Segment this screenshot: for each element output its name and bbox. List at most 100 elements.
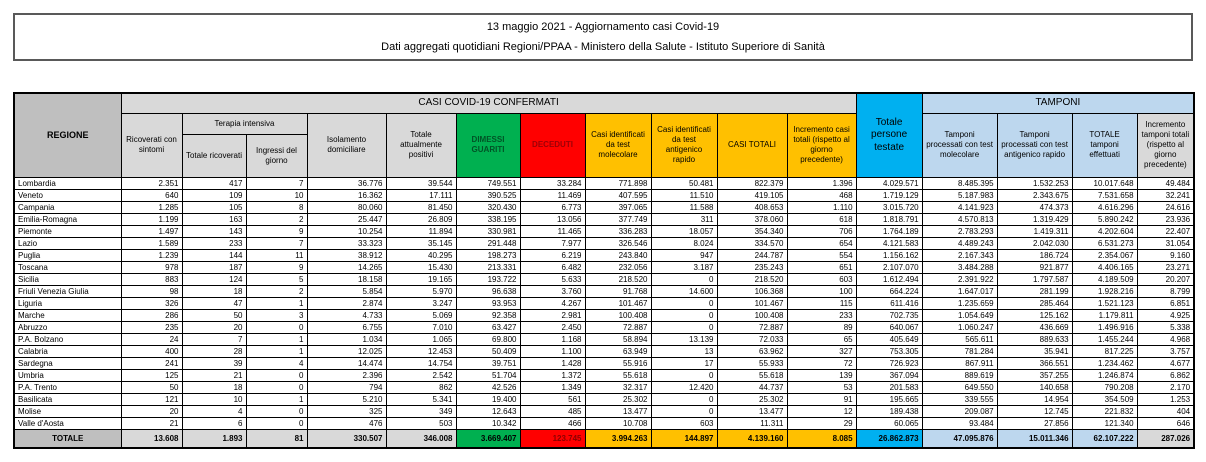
value-cell: 311 (650, 212, 718, 226)
value-cell: 35.145 (385, 236, 457, 250)
value-cell: 50.481 (650, 176, 718, 190)
value-cell: 38.912 (306, 248, 387, 262)
value-cell: 554 (786, 248, 857, 262)
value-cell: 218.520 (584, 272, 652, 286)
value-cell: 115 (786, 296, 857, 310)
value-cell: 17 (650, 356, 718, 370)
value-cell: 611.416 (855, 296, 923, 310)
value-cell: 649.550 (921, 380, 998, 394)
value-cell: 187 (181, 260, 247, 274)
value-cell: 5.187.983 (921, 188, 998, 202)
value-cell: 4.925 (1136, 308, 1195, 322)
value-cell: 1.253 (1136, 392, 1195, 406)
value-cell: 0 (245, 416, 308, 430)
value-cell: 749.551 (455, 176, 521, 190)
title-line-2: Dati aggregati quotidiani Regioni/PPAA -… (381, 40, 825, 53)
band-tamponi: TAMPONI (921, 92, 1195, 114)
value-cell: 565.611 (921, 332, 998, 346)
value-cell: 2.167.343 (921, 248, 998, 262)
value-cell: 336.283 (584, 224, 652, 238)
value-cell: 14.954 (996, 392, 1073, 406)
value-cell: 357.255 (996, 368, 1073, 382)
col-header-ingressi-giorno: Ingressi del giorno (245, 133, 308, 178)
value-cell: 1.065 (385, 332, 457, 346)
value-cell: 9 (245, 224, 308, 238)
col-header-casi-molecolare: Casi identificati da test molecolare (584, 112, 652, 178)
value-cell: 163 (181, 212, 247, 226)
value-cell: 1.455.244 (1071, 332, 1138, 346)
value-cell: 6.482 (519, 260, 586, 274)
value-cell: 20 (181, 320, 247, 334)
value-cell: 100.408 (584, 308, 652, 322)
value-cell: 2.542 (385, 368, 457, 382)
value-cell: 21 (181, 368, 247, 382)
value-cell: 10 (245, 188, 308, 202)
title-line-1: 13 maggio 2021 - Aggiornamento casi Covi… (486, 20, 720, 33)
value-cell: 883 (120, 272, 183, 286)
value-cell: 405.649 (855, 332, 923, 346)
table-row: Marche 286 50 3 4.733 5.069 92.358 2.981 100.408… (13, 308, 1195, 322)
value-cell: 281.199 (996, 284, 1073, 298)
value-cell: 618 (786, 212, 857, 226)
value-cell: 40.295 (385, 248, 457, 262)
value-cell: 1.199 (120, 212, 183, 226)
value-cell: 72.033 (716, 332, 788, 346)
value-cell: 55.916 (584, 356, 652, 370)
value-cell: 198.273 (455, 248, 521, 262)
value-cell: 27.856 (996, 416, 1073, 430)
value-cell: 195.665 (855, 392, 923, 406)
value-cell: 921.877 (996, 260, 1073, 274)
value-cell: 7.977 (519, 236, 586, 250)
table-row: Friuli Venezia Giulia 98 18 2 5.854 5.970 96.6… (13, 284, 1195, 298)
value-cell: 3 (245, 308, 308, 322)
value-cell: 18.158 (306, 272, 387, 286)
value-cell: 366.551 (996, 356, 1073, 370)
table-body: Lombardia 2.351 417 7 36.776 39.544 749.551 33.… (13, 176, 1195, 448)
value-cell: 1.647.017 (921, 284, 998, 298)
value-cell: 397.065 (584, 200, 652, 214)
region-name: Calabria (13, 344, 122, 358)
value-cell: 781.284 (921, 344, 998, 358)
value-cell: 232.056 (584, 260, 652, 274)
value-cell: 1.496.916 (1071, 320, 1138, 334)
value-cell: 72.887 (716, 320, 788, 334)
value-cell: 286 (120, 308, 183, 322)
value-cell: 109 (181, 188, 247, 202)
value-cell: 143 (181, 224, 247, 238)
value-cell: 0 (245, 380, 308, 394)
table-row: Piemonte 1.497 143 9 10.254 11.894 330.981 11.4… (13, 224, 1195, 238)
value-cell: 121.340 (1071, 416, 1138, 430)
value-cell: 11.510 (650, 188, 718, 202)
value-cell: 10.254 (306, 224, 387, 238)
value-cell: 50 (181, 308, 247, 322)
value-cell: 1.246.874 (1071, 368, 1138, 382)
value-cell: 0 (245, 404, 308, 418)
value-cell: 72 (786, 356, 857, 370)
col-header-dimessi-guariti: DIMESSI GUARITI (455, 112, 521, 178)
region-name: Puglia (13, 248, 122, 262)
value-cell: 81.450 (385, 200, 457, 214)
value-cell: 2.170 (1136, 380, 1195, 394)
value-cell: 4.121.583 (855, 236, 923, 250)
value-cell: 39.751 (455, 356, 521, 370)
title-box: 13 maggio 2021 - Aggiornamento casi Covi… (13, 13, 1193, 61)
col-header-ricoverati: Ricoverati con sintomi (120, 112, 183, 178)
col-header-incremento-casi: Incremento casi totali (rispetto al gior… (786, 112, 857, 178)
value-cell: 1 (245, 296, 308, 310)
value-cell: 26.809 (385, 212, 457, 226)
value-cell: 466 (519, 416, 586, 430)
value-cell: 18.057 (650, 224, 718, 238)
value-cell: 244.787 (716, 248, 788, 262)
value-cell: 2.874 (306, 296, 387, 310)
table-row: Basilicata 121 10 1 5.210 5.341 19.400 561 25.30… (13, 392, 1195, 406)
value-cell: 42.526 (455, 380, 521, 394)
table-row: Sicilia 883 124 5 18.158 19.165 193.722 5.633 21… (13, 272, 1195, 286)
value-cell: 12.420 (650, 380, 718, 394)
total-value-cell: 123.745 (519, 428, 586, 448)
value-cell: 1.428 (519, 356, 586, 370)
value-cell: 1.521.123 (1071, 296, 1138, 310)
value-cell: 140.658 (996, 380, 1073, 394)
value-cell: 8.485.395 (921, 176, 998, 190)
value-cell: 640.067 (855, 320, 923, 334)
value-cell: 326 (120, 296, 183, 310)
